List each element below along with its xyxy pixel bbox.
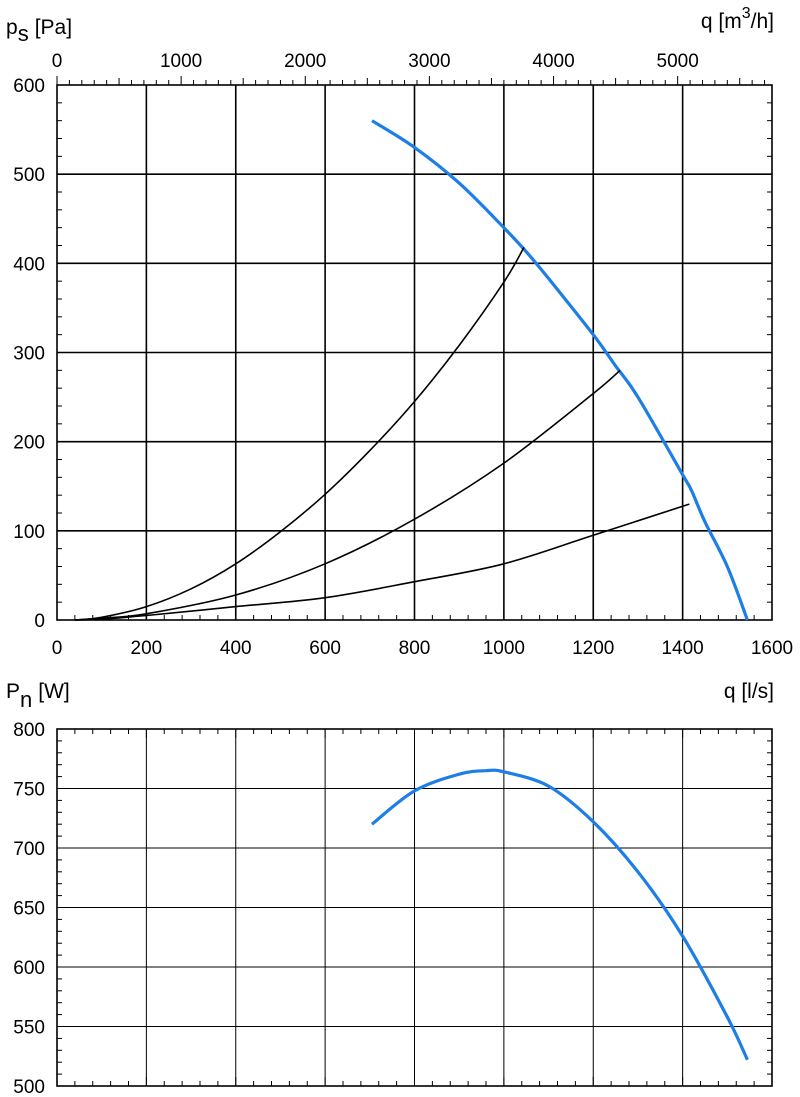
- y-axis-title-pressure: ps [Pa]: [6, 16, 72, 46]
- y-tick-label: 200: [13, 433, 45, 454]
- x-tick-label: 400: [220, 638, 252, 659]
- x-tick-label: 1200: [572, 638, 614, 659]
- system-curve-line: [74, 246, 525, 621]
- y-tick-label: 800: [13, 720, 45, 741]
- x-tick-label: 1400: [661, 638, 703, 659]
- y-tick-label: 100: [13, 522, 45, 543]
- y-axis-title-pressure-sub: s: [18, 21, 29, 46]
- y-tick-label: 500: [13, 165, 45, 186]
- x-tick-label: 800: [399, 638, 431, 659]
- y-tick-label: 400: [13, 254, 45, 275]
- system-curve-line: [74, 369, 621, 621]
- x-tick-label: 1600: [751, 638, 793, 659]
- power-chart: 500 550 600 650 700 750 800: [13, 720, 773, 1097]
- y-axis-title-power-sub: n: [20, 687, 32, 712]
- x2-axis-title-sup: 3: [742, 5, 751, 22]
- system-curve-line: [74, 503, 690, 621]
- y-axis-title-pressure-unit: [Pa]: [35, 16, 72, 39]
- x2-tick-label: 2000: [284, 51, 326, 72]
- x2-tick-label: 4000: [532, 51, 574, 72]
- x2-axis-title-prefix: q [m: [701, 10, 742, 33]
- x2-axis-title-m3h: q [m3/h]: [701, 5, 774, 33]
- x-tick-label: 1000: [483, 638, 525, 659]
- fan-curve-line: [371, 119, 749, 621]
- fan-curve-line: [371, 768, 749, 1061]
- x-tick-label: 0: [52, 638, 63, 659]
- y-tick-label: 500: [13, 1077, 45, 1097]
- y-axis-title-power-unit: [W]: [38, 680, 70, 703]
- x-tick-label: 600: [309, 638, 341, 659]
- y-tick-label: 750: [13, 780, 45, 801]
- x2-tick-label: 3000: [408, 51, 450, 72]
- static-pressure-chart: 0 100 200 300 400 500 600 0 200 400 600 800 1000 1200…: [13, 51, 793, 659]
- x2-tick-label: 1000: [160, 51, 202, 72]
- y-axis-title-power: Pn [W]: [6, 680, 70, 712]
- y-axis-title-power-base: P: [6, 680, 20, 703]
- y-tick-label: 700: [13, 839, 45, 860]
- x-tick-label: 200: [131, 638, 163, 659]
- x2-tick-label: 5000: [657, 51, 699, 72]
- y-tick-label: 300: [13, 344, 45, 365]
- x2-tick-label: 0: [52, 51, 63, 72]
- x-axis-title-ls: q [l/s]: [724, 680, 774, 703]
- y-axis-title-pressure-base: p: [6, 16, 18, 39]
- y-tick-label: 600: [13, 958, 45, 979]
- y-tick-label: 550: [13, 1018, 45, 1039]
- y-tick-label: 650: [13, 899, 45, 920]
- y-tick-label: 0: [34, 611, 45, 632]
- y-tick-label: 600: [13, 76, 45, 97]
- x2-axis-title-suffix: /h]: [751, 10, 774, 33]
